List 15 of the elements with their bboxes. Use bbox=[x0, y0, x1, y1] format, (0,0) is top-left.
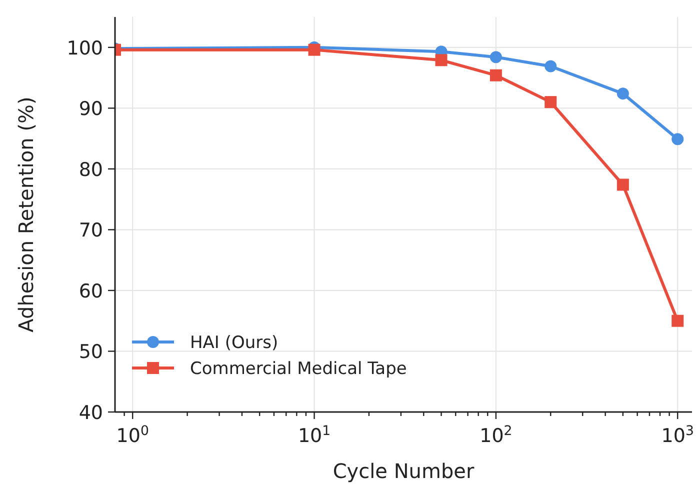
y-tick-label: 60 bbox=[78, 280, 103, 302]
y-tick-label: 70 bbox=[78, 220, 103, 242]
x-tick-label: 10$^{2}$ bbox=[480, 424, 512, 447]
legend-label: Commercial Medical Tape bbox=[190, 359, 407, 379]
legend-label: HAI (Ours) bbox=[190, 333, 278, 353]
y-tick-label: 90 bbox=[78, 98, 103, 120]
y-tick-label: 50 bbox=[78, 341, 103, 364]
x-tick-label: 10$^{0}$ bbox=[116, 424, 149, 447]
y-tick-label: 100 bbox=[66, 37, 103, 60]
y-tick-label: 80 bbox=[78, 158, 103, 181]
x-tick-label: 10$^{3}$ bbox=[661, 424, 694, 447]
y-tick-label: 40 bbox=[78, 402, 103, 424]
y-axis-title: Adhesion Retention (%) bbox=[14, 96, 38, 332]
x-axis-title: Cycle Number bbox=[332, 459, 475, 483]
x-tick-label: 10$^{1}$ bbox=[298, 424, 331, 447]
